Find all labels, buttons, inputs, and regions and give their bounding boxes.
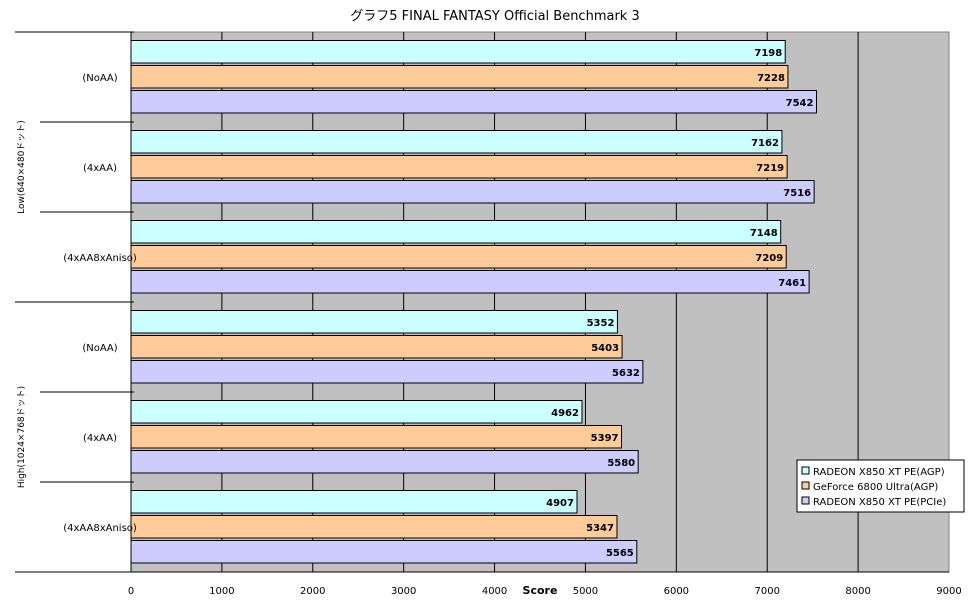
category-label: (4xAA) <box>83 163 117 174</box>
bar <box>130 245 787 269</box>
category-label: (NoAA) <box>82 73 117 84</box>
chart-title: グラフ5 FINAL FANTASY Official Benchmark 3 <box>350 9 639 24</box>
bar <box>130 65 789 89</box>
bar <box>130 40 786 64</box>
x-axis-title: Score <box>523 584 558 597</box>
legend-label: GeForce 6800 Ultra(AGP) <box>813 482 938 493</box>
bar <box>130 540 638 564</box>
x-tick-label: 1000 <box>209 586 234 597</box>
category-label: (4xAA8xAniso) <box>63 253 137 264</box>
data-label: 7198 <box>754 48 782 59</box>
data-label: 4962 <box>551 408 579 419</box>
x-tick-label: 0 <box>128 586 134 597</box>
data-label: 4907 <box>546 498 574 509</box>
x-tick-label: 8000 <box>845 586 870 597</box>
x-tick-label: 5000 <box>573 586 598 597</box>
category-label: (NoAA) <box>82 343 117 354</box>
data-label: 5580 <box>607 458 635 469</box>
bar <box>130 90 817 114</box>
bar <box>130 450 639 474</box>
x-tick-label: 3000 <box>391 586 416 597</box>
legend-swatch <box>801 481 810 490</box>
legend-label: RADEON X850 XT PE(AGP) <box>813 467 945 478</box>
data-label: 7162 <box>751 138 779 149</box>
bar <box>130 490 578 514</box>
data-label: 5632 <box>612 368 640 379</box>
x-tick-label: 4000 <box>482 586 507 597</box>
data-label: 7461 <box>778 278 806 289</box>
x-tick-label: 6000 <box>664 586 689 597</box>
legend-swatch <box>801 466 810 475</box>
bar <box>130 360 644 384</box>
x-tick-label: 2000 <box>300 586 325 597</box>
legend-swatch <box>801 496 810 505</box>
data-label: 7148 <box>750 228 778 239</box>
data-label: 7542 <box>786 98 814 109</box>
data-label: 5565 <box>606 548 634 559</box>
bar <box>130 400 583 424</box>
group-label: Low(640×480ドット) <box>17 120 27 214</box>
bar <box>130 270 810 294</box>
data-label: 7219 <box>756 163 784 174</box>
legend-box <box>796 459 965 513</box>
bar <box>130 425 623 449</box>
data-label: 5347 <box>586 523 614 534</box>
data-label: 5403 <box>591 343 619 354</box>
legend: RADEON X850 XT PE(AGP) GeForce 6800 Ultra… <box>796 459 965 513</box>
data-label: 7209 <box>755 253 783 264</box>
category-label: (4xAA8xAniso) <box>63 523 137 534</box>
data-label: 7228 <box>757 73 785 84</box>
bar <box>130 180 815 204</box>
bar <box>130 220 782 244</box>
bar <box>130 515 618 539</box>
data-label: 5352 <box>587 318 615 329</box>
category-label: (4xAA) <box>83 433 117 444</box>
x-tick-label: 9000 <box>936 586 961 597</box>
data-label: 5397 <box>591 433 619 444</box>
group-label: High(1024×768ドット) <box>17 386 27 488</box>
bar <box>130 335 623 359</box>
bar <box>130 155 788 179</box>
bar <box>130 130 783 154</box>
data-label: 7516 <box>783 188 811 199</box>
bar <box>130 310 618 334</box>
x-tick-label: 7000 <box>754 586 779 597</box>
legend-label: RADEON X850 XT PE(PCIe) <box>813 497 946 508</box>
